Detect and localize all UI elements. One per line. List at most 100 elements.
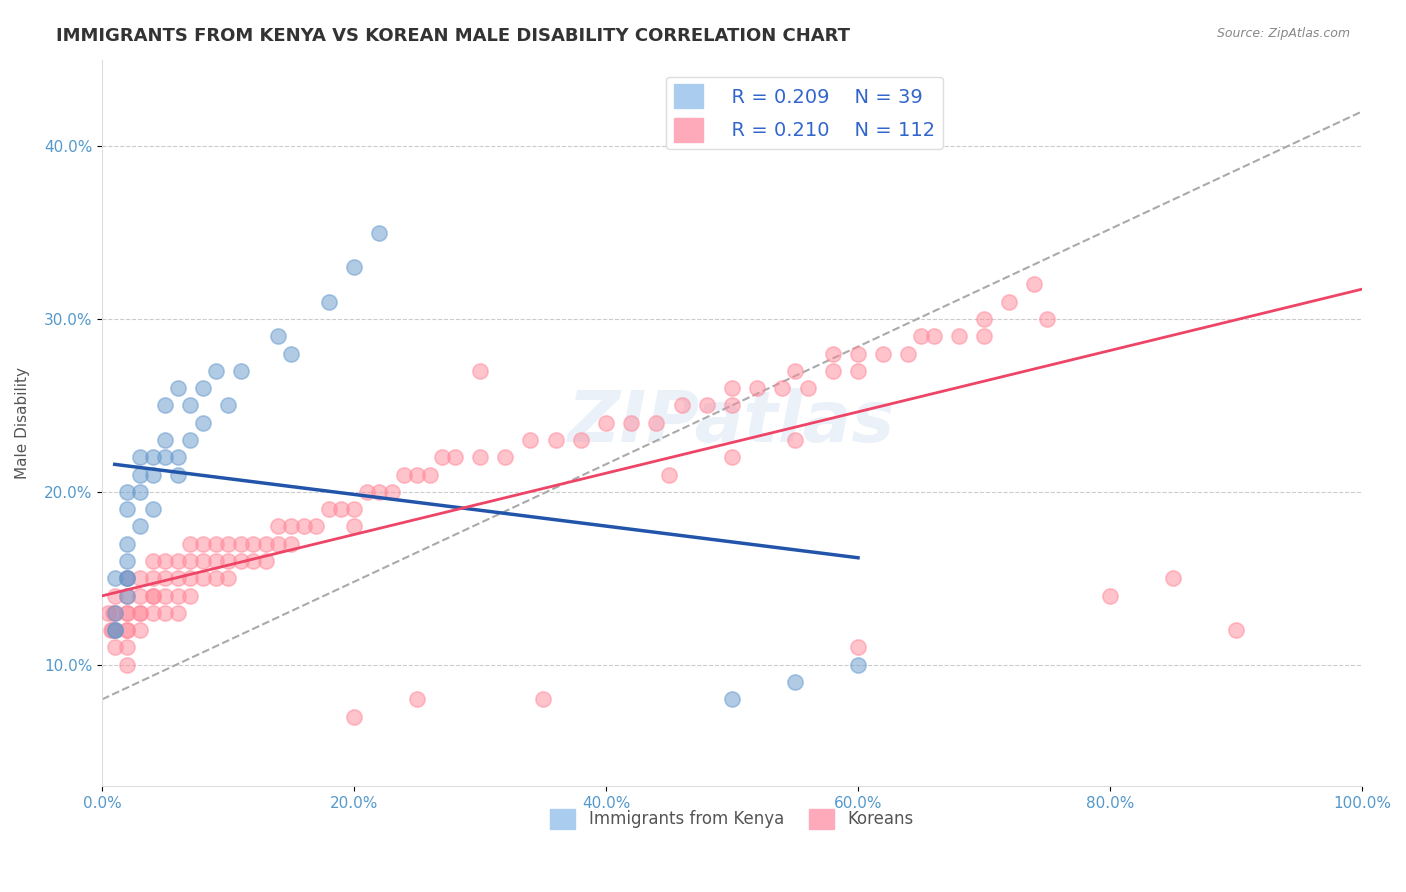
Point xyxy=(368,226,391,240)
Point xyxy=(141,502,163,516)
Point xyxy=(129,571,152,585)
Point xyxy=(897,346,920,360)
Point xyxy=(129,606,152,620)
Point xyxy=(141,589,163,603)
Point xyxy=(104,623,127,637)
Point xyxy=(343,519,366,533)
Point xyxy=(821,364,844,378)
Point xyxy=(721,692,744,706)
Point xyxy=(368,484,391,499)
Point xyxy=(531,692,554,706)
Point xyxy=(153,589,176,603)
Point xyxy=(117,554,139,568)
Point xyxy=(910,329,932,343)
Point xyxy=(141,554,163,568)
Point xyxy=(117,657,139,672)
Point xyxy=(204,364,226,378)
Point xyxy=(922,329,945,343)
Point xyxy=(117,537,139,551)
Point xyxy=(846,640,869,655)
Point xyxy=(846,364,869,378)
Point xyxy=(153,571,176,585)
Point xyxy=(846,657,869,672)
Point xyxy=(998,294,1021,309)
Point xyxy=(394,467,416,482)
Point xyxy=(191,416,214,430)
Point xyxy=(1225,623,1247,637)
Point xyxy=(721,398,744,412)
Point xyxy=(117,589,139,603)
Point xyxy=(948,329,970,343)
Point xyxy=(129,450,152,465)
Point xyxy=(671,398,693,412)
Point xyxy=(153,450,176,465)
Point xyxy=(117,571,139,585)
Point xyxy=(104,606,127,620)
Point xyxy=(381,484,404,499)
Point xyxy=(129,519,152,533)
Point xyxy=(280,519,302,533)
Point xyxy=(544,433,567,447)
Point xyxy=(166,589,188,603)
Point xyxy=(117,502,139,516)
Point xyxy=(103,606,125,620)
Point xyxy=(721,381,744,395)
Point xyxy=(117,606,139,620)
Point xyxy=(104,606,127,620)
Point xyxy=(117,623,139,637)
Point xyxy=(721,450,744,465)
Point xyxy=(104,589,127,603)
Point xyxy=(1098,589,1121,603)
Point xyxy=(101,623,124,637)
Point xyxy=(141,606,163,620)
Point xyxy=(494,450,516,465)
Point xyxy=(821,346,844,360)
Point xyxy=(468,364,491,378)
Point xyxy=(973,312,995,326)
Point xyxy=(117,606,139,620)
Point xyxy=(166,554,188,568)
Point xyxy=(772,381,794,395)
Point xyxy=(129,589,152,603)
Point xyxy=(267,519,290,533)
Point xyxy=(153,433,176,447)
Point xyxy=(217,554,239,568)
Point xyxy=(179,589,201,603)
Point xyxy=(318,294,340,309)
Point xyxy=(153,606,176,620)
Point xyxy=(343,709,366,723)
Point xyxy=(204,554,226,568)
Point xyxy=(747,381,769,395)
Point xyxy=(153,398,176,412)
Point xyxy=(783,364,806,378)
Point xyxy=(129,467,152,482)
Point xyxy=(166,381,188,395)
Point xyxy=(97,606,120,620)
Point xyxy=(280,537,302,551)
Point xyxy=(254,554,277,568)
Point xyxy=(783,675,806,690)
Point xyxy=(419,467,441,482)
Point xyxy=(204,537,226,551)
Point xyxy=(191,571,214,585)
Point xyxy=(280,346,302,360)
Point xyxy=(141,571,163,585)
Point xyxy=(1036,312,1059,326)
Point xyxy=(229,364,252,378)
Point xyxy=(166,606,188,620)
Point xyxy=(242,554,264,568)
Point xyxy=(468,450,491,465)
Point xyxy=(104,623,127,637)
Point xyxy=(117,484,139,499)
Point xyxy=(117,571,139,585)
Point xyxy=(117,640,139,655)
Point xyxy=(117,623,139,637)
Point xyxy=(129,484,152,499)
Point xyxy=(204,571,226,585)
Point xyxy=(117,571,139,585)
Point xyxy=(141,450,163,465)
Point xyxy=(104,640,127,655)
Point xyxy=(432,450,454,465)
Point xyxy=(356,484,378,499)
Point xyxy=(872,346,894,360)
